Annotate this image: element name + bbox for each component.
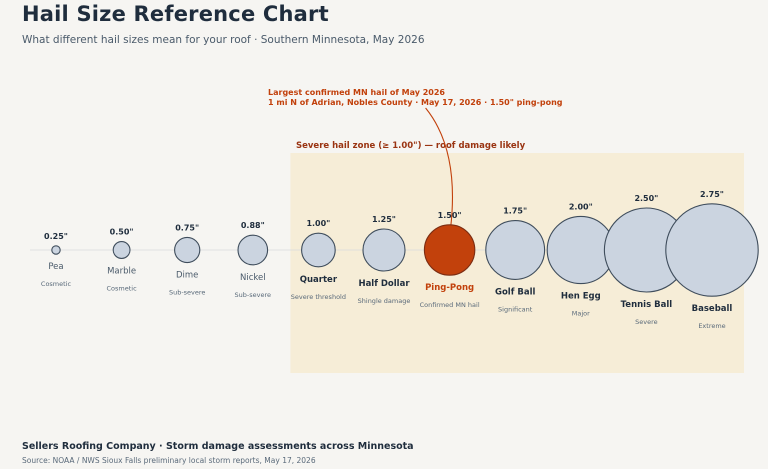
hail-ball-half-dollar: [362, 228, 406, 272]
hail-ball-ping-pong: [423, 224, 476, 276]
hail-name-label: Ping-Pong: [425, 283, 474, 293]
size-value-label: 2.75": [700, 190, 724, 199]
chart-title: Hail Size Reference Chart: [22, 2, 329, 26]
hail-name-label: Golf Ball: [495, 287, 536, 297]
footer-company: Sellers Roofing Company · Storm damage a…: [22, 441, 414, 452]
damage-category-label: Cosmetic: [107, 284, 138, 292]
size-value-label: 0.88": [241, 221, 265, 230]
size-value-label: 1.50": [438, 211, 462, 220]
damage-category-label: Sub-severe: [169, 289, 205, 297]
annotation-line-2: 1 mi N of Adrian, Nobles County · May 17…: [268, 98, 563, 107]
hail-ball-nickel: [237, 234, 269, 266]
damage-category-label: Confirmed MN hail: [420, 301, 480, 309]
hail-ball-pea: [51, 245, 61, 255]
size-value-label: 1.00": [306, 219, 330, 228]
size-value-label: 0.75": [175, 223, 199, 232]
size-value-label: 1.25": [372, 215, 396, 224]
hail-ball-golf-ball: [485, 220, 546, 280]
size-value-label: 0.50": [110, 228, 134, 237]
size-value-label: 2.00": [569, 202, 593, 211]
hail-ball-dime: [174, 236, 201, 264]
chart-subtitle: What different hail sizes mean for your …: [22, 34, 425, 46]
damage-category-label: Significant: [498, 305, 533, 313]
hail-ball-baseball: [665, 203, 759, 297]
hail-ball-marble: [112, 241, 131, 259]
hail-name-label: Dime: [176, 271, 198, 281]
damage-category-label: Severe threshold: [291, 293, 346, 301]
hail-name-label: Hen Egg: [561, 292, 601, 302]
damage-category-label: Severe: [635, 318, 658, 326]
hail-name-label: Pea: [48, 262, 63, 272]
hail-name-label: Half Dollar: [358, 279, 410, 289]
size-value-label: 1.75": [503, 207, 527, 216]
footer-source: Source: NOAA / NWS Sioux Falls prelimina…: [22, 456, 316, 465]
hail-ball-quarter: [301, 232, 336, 268]
hail-name-label: Tennis Ball: [621, 300, 673, 310]
hail-name-label: Quarter: [300, 275, 338, 285]
damage-category-label: Major: [572, 310, 590, 318]
damage-category-label: Shingle damage: [358, 297, 411, 305]
hail-balls: 0.25" Pea Cosmetic 0.50" Marble Cosmetic 0.75"…: [41, 190, 759, 330]
size-value-label: 0.25": [44, 232, 68, 241]
size-value-label: 2.50": [634, 194, 658, 203]
annotation-line-1: Largest confirmed MN hail of May 2026: [268, 88, 445, 97]
hail-name-label: Nickel: [240, 273, 266, 283]
damage-category-label: Cosmetic: [41, 280, 72, 288]
hail-name-label: Baseball: [692, 304, 733, 314]
damage-category-label: Sub-severe: [235, 291, 271, 299]
damage-category-label: Extreme: [698, 322, 725, 330]
annotation-arrow: [425, 107, 454, 231]
severe-zone-label: Severe hail zone (≥ 1.00") — roof damage…: [296, 141, 526, 151]
hail-name-label: Marble: [107, 266, 136, 276]
